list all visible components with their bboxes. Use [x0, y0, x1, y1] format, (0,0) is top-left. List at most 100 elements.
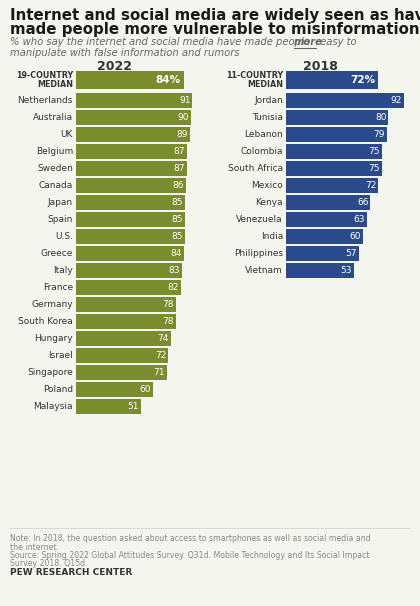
Text: UK: UK — [60, 130, 73, 139]
Bar — [76, 297, 176, 312]
Bar — [286, 161, 382, 176]
Text: Singapore: Singapore — [27, 368, 73, 377]
Text: Spain: Spain — [47, 215, 73, 224]
Text: 87: 87 — [174, 164, 185, 173]
Text: Note: In 2018, the question asked about access to smartphones as well as social : Note: In 2018, the question asked about … — [10, 534, 371, 543]
Text: Internet and social media are widely seen as having: Internet and social media are widely see… — [10, 8, 420, 23]
Bar — [76, 399, 141, 414]
Text: Venezuela: Venezuela — [236, 215, 283, 224]
Bar — [76, 212, 185, 227]
Text: Colombia: Colombia — [241, 147, 283, 156]
Bar — [286, 93, 404, 108]
Text: Belgium: Belgium — [36, 147, 73, 156]
Bar — [76, 246, 184, 261]
Text: Jordan: Jordan — [254, 96, 283, 105]
Text: % who say the internet and social media have made people: % who say the internet and social media … — [10, 37, 313, 47]
Text: India: India — [261, 232, 283, 241]
Text: Survey 2018. Q15d.: Survey 2018. Q15d. — [10, 559, 88, 568]
Text: Vietnam: Vietnam — [245, 266, 283, 275]
Text: 89: 89 — [176, 130, 188, 139]
Text: France: France — [43, 283, 73, 292]
Bar — [286, 144, 382, 159]
Text: easy to: easy to — [317, 37, 357, 47]
Text: 86: 86 — [173, 181, 184, 190]
Text: 84: 84 — [170, 249, 181, 258]
Bar — [76, 348, 168, 363]
Text: Mexico: Mexico — [251, 181, 283, 190]
Text: 71: 71 — [153, 368, 165, 377]
Text: Tunisia: Tunisia — [252, 113, 283, 122]
Bar — [286, 178, 378, 193]
Text: 2022: 2022 — [97, 60, 132, 73]
Text: more: more — [294, 37, 323, 47]
Text: 85: 85 — [171, 198, 183, 207]
Text: 11-COUNTRY: 11-COUNTRY — [226, 71, 283, 80]
Text: PEW RESEARCH CENTER: PEW RESEARCH CENTER — [10, 568, 132, 577]
Text: Hungary: Hungary — [34, 334, 73, 343]
Text: 78: 78 — [163, 317, 174, 326]
Text: Poland: Poland — [43, 385, 73, 394]
Text: 53: 53 — [340, 266, 352, 275]
Text: 72%: 72% — [350, 75, 375, 85]
Bar — [286, 246, 359, 261]
Text: 78: 78 — [163, 300, 174, 309]
Text: 74: 74 — [158, 334, 169, 343]
Bar — [76, 331, 171, 346]
Text: 66: 66 — [357, 198, 368, 207]
Text: 75: 75 — [368, 164, 380, 173]
Text: 90: 90 — [178, 113, 189, 122]
Bar — [76, 229, 185, 244]
Text: 75: 75 — [368, 147, 380, 156]
Bar — [286, 110, 389, 125]
Text: 72: 72 — [155, 351, 166, 360]
Text: 79: 79 — [374, 130, 385, 139]
Text: South Korea: South Korea — [18, 317, 73, 326]
Text: 83: 83 — [169, 266, 180, 275]
Text: 82: 82 — [168, 283, 179, 292]
Text: Source: Spring 2022 Global Attitudes Survey. Q31d. Mobile Technology and Its Soc: Source: Spring 2022 Global Attitudes Sur… — [10, 551, 370, 560]
Text: MEDIAN: MEDIAN — [247, 80, 283, 89]
Bar — [286, 195, 370, 210]
Text: 85: 85 — [171, 232, 183, 241]
Text: U.S.: U.S. — [55, 232, 73, 241]
Text: Greece: Greece — [41, 249, 73, 258]
Text: made people more vulnerable to misinformation: made people more vulnerable to misinform… — [10, 22, 420, 37]
Text: 84%: 84% — [155, 75, 181, 85]
Bar — [286, 212, 367, 227]
Text: 60: 60 — [349, 232, 361, 241]
Text: South Africa: South Africa — [228, 164, 283, 173]
Bar — [76, 127, 190, 142]
Bar — [76, 195, 185, 210]
Bar — [76, 280, 181, 295]
Text: 85: 85 — [171, 215, 183, 224]
Text: Sweden: Sweden — [37, 164, 73, 173]
Bar — [76, 71, 184, 89]
Text: Lebanon: Lebanon — [244, 130, 283, 139]
Text: 2018: 2018 — [302, 60, 337, 73]
Bar — [76, 144, 187, 159]
Text: Malaysia: Malaysia — [34, 402, 73, 411]
Bar — [286, 263, 354, 278]
Text: manipulate with false information and rumors: manipulate with false information and ru… — [10, 48, 240, 58]
Bar — [76, 263, 182, 278]
Text: Philippines: Philippines — [234, 249, 283, 258]
Text: MEDIAN: MEDIAN — [37, 80, 73, 89]
Bar — [286, 229, 363, 244]
Bar — [76, 93, 192, 108]
Text: Canada: Canada — [39, 181, 73, 190]
Text: 57: 57 — [346, 249, 357, 258]
Text: 80: 80 — [375, 113, 386, 122]
Text: 87: 87 — [174, 147, 185, 156]
Bar — [76, 314, 176, 329]
Text: 51: 51 — [128, 402, 139, 411]
Text: Germany: Germany — [32, 300, 73, 309]
Bar — [286, 71, 378, 89]
Text: Japan: Japan — [48, 198, 73, 207]
Text: 63: 63 — [353, 215, 365, 224]
Text: 19-COUNTRY: 19-COUNTRY — [16, 71, 73, 80]
Text: Kenya: Kenya — [255, 198, 283, 207]
Bar — [76, 382, 153, 397]
Text: 60: 60 — [139, 385, 151, 394]
Bar — [76, 161, 187, 176]
Bar — [76, 365, 167, 380]
